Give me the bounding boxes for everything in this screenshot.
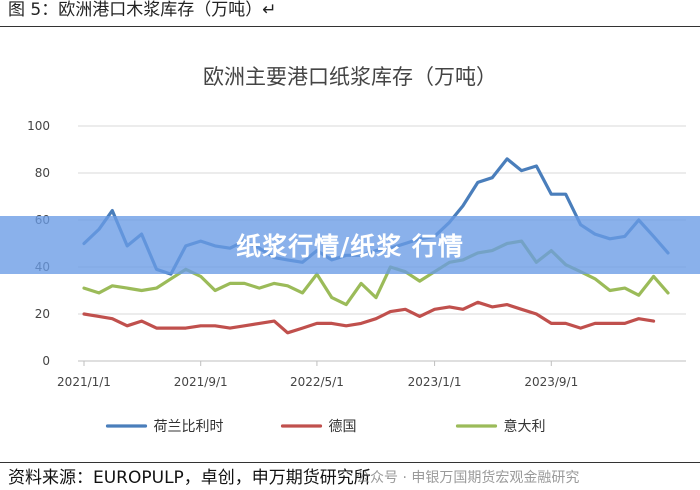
y-tick-label: 20 — [35, 307, 50, 321]
figure-caption: 图 5：欧洲港口木浆库存（万吨）↵ — [8, 0, 277, 20]
x-tick-label: 2021/1/1 — [57, 375, 111, 389]
source-note: 资料来源：EUROPULP，卓创，申万期货研究所 — [8, 468, 371, 488]
watermark-text: 公众号 · 申银万国期货宏观金融研究 — [356, 470, 580, 486]
x-tick-label: 2021/9/1 — [174, 375, 228, 389]
chart-title: 欧洲主要港口纸浆库存（万吨） — [203, 65, 497, 89]
top-divider — [0, 26, 700, 27]
y-tick-label: 100 — [27, 119, 50, 133]
legend-label-netherlands: 荷兰比利时 — [154, 419, 224, 435]
x-tick-label: 2023/1/1 — [408, 375, 462, 389]
x-tick-label: 2023/9/1 — [524, 375, 578, 389]
y-tick-label: 80 — [35, 166, 50, 180]
overlay-text: 纸浆行情/纸浆 行情 — [236, 232, 464, 261]
series-line-germany — [82, 300, 656, 335]
y-tick-label: 0 — [42, 354, 50, 368]
x-axis: 2021/1/1 2021/9/1 2022/5/1 2023/1/1 2023/9/1 — [57, 361, 578, 389]
x-tick-label: 2022/5/1 — [290, 375, 344, 389]
overlay-banner: 纸浆行情/纸浆 行情 — [0, 216, 700, 274]
legend-label-germany: 德国 — [329, 419, 357, 435]
legend: 荷兰比利时 德国 意大利 — [105, 418, 546, 435]
legend-label-italy: 意大利 — [504, 418, 546, 435]
bottom-divider — [0, 462, 700, 463]
